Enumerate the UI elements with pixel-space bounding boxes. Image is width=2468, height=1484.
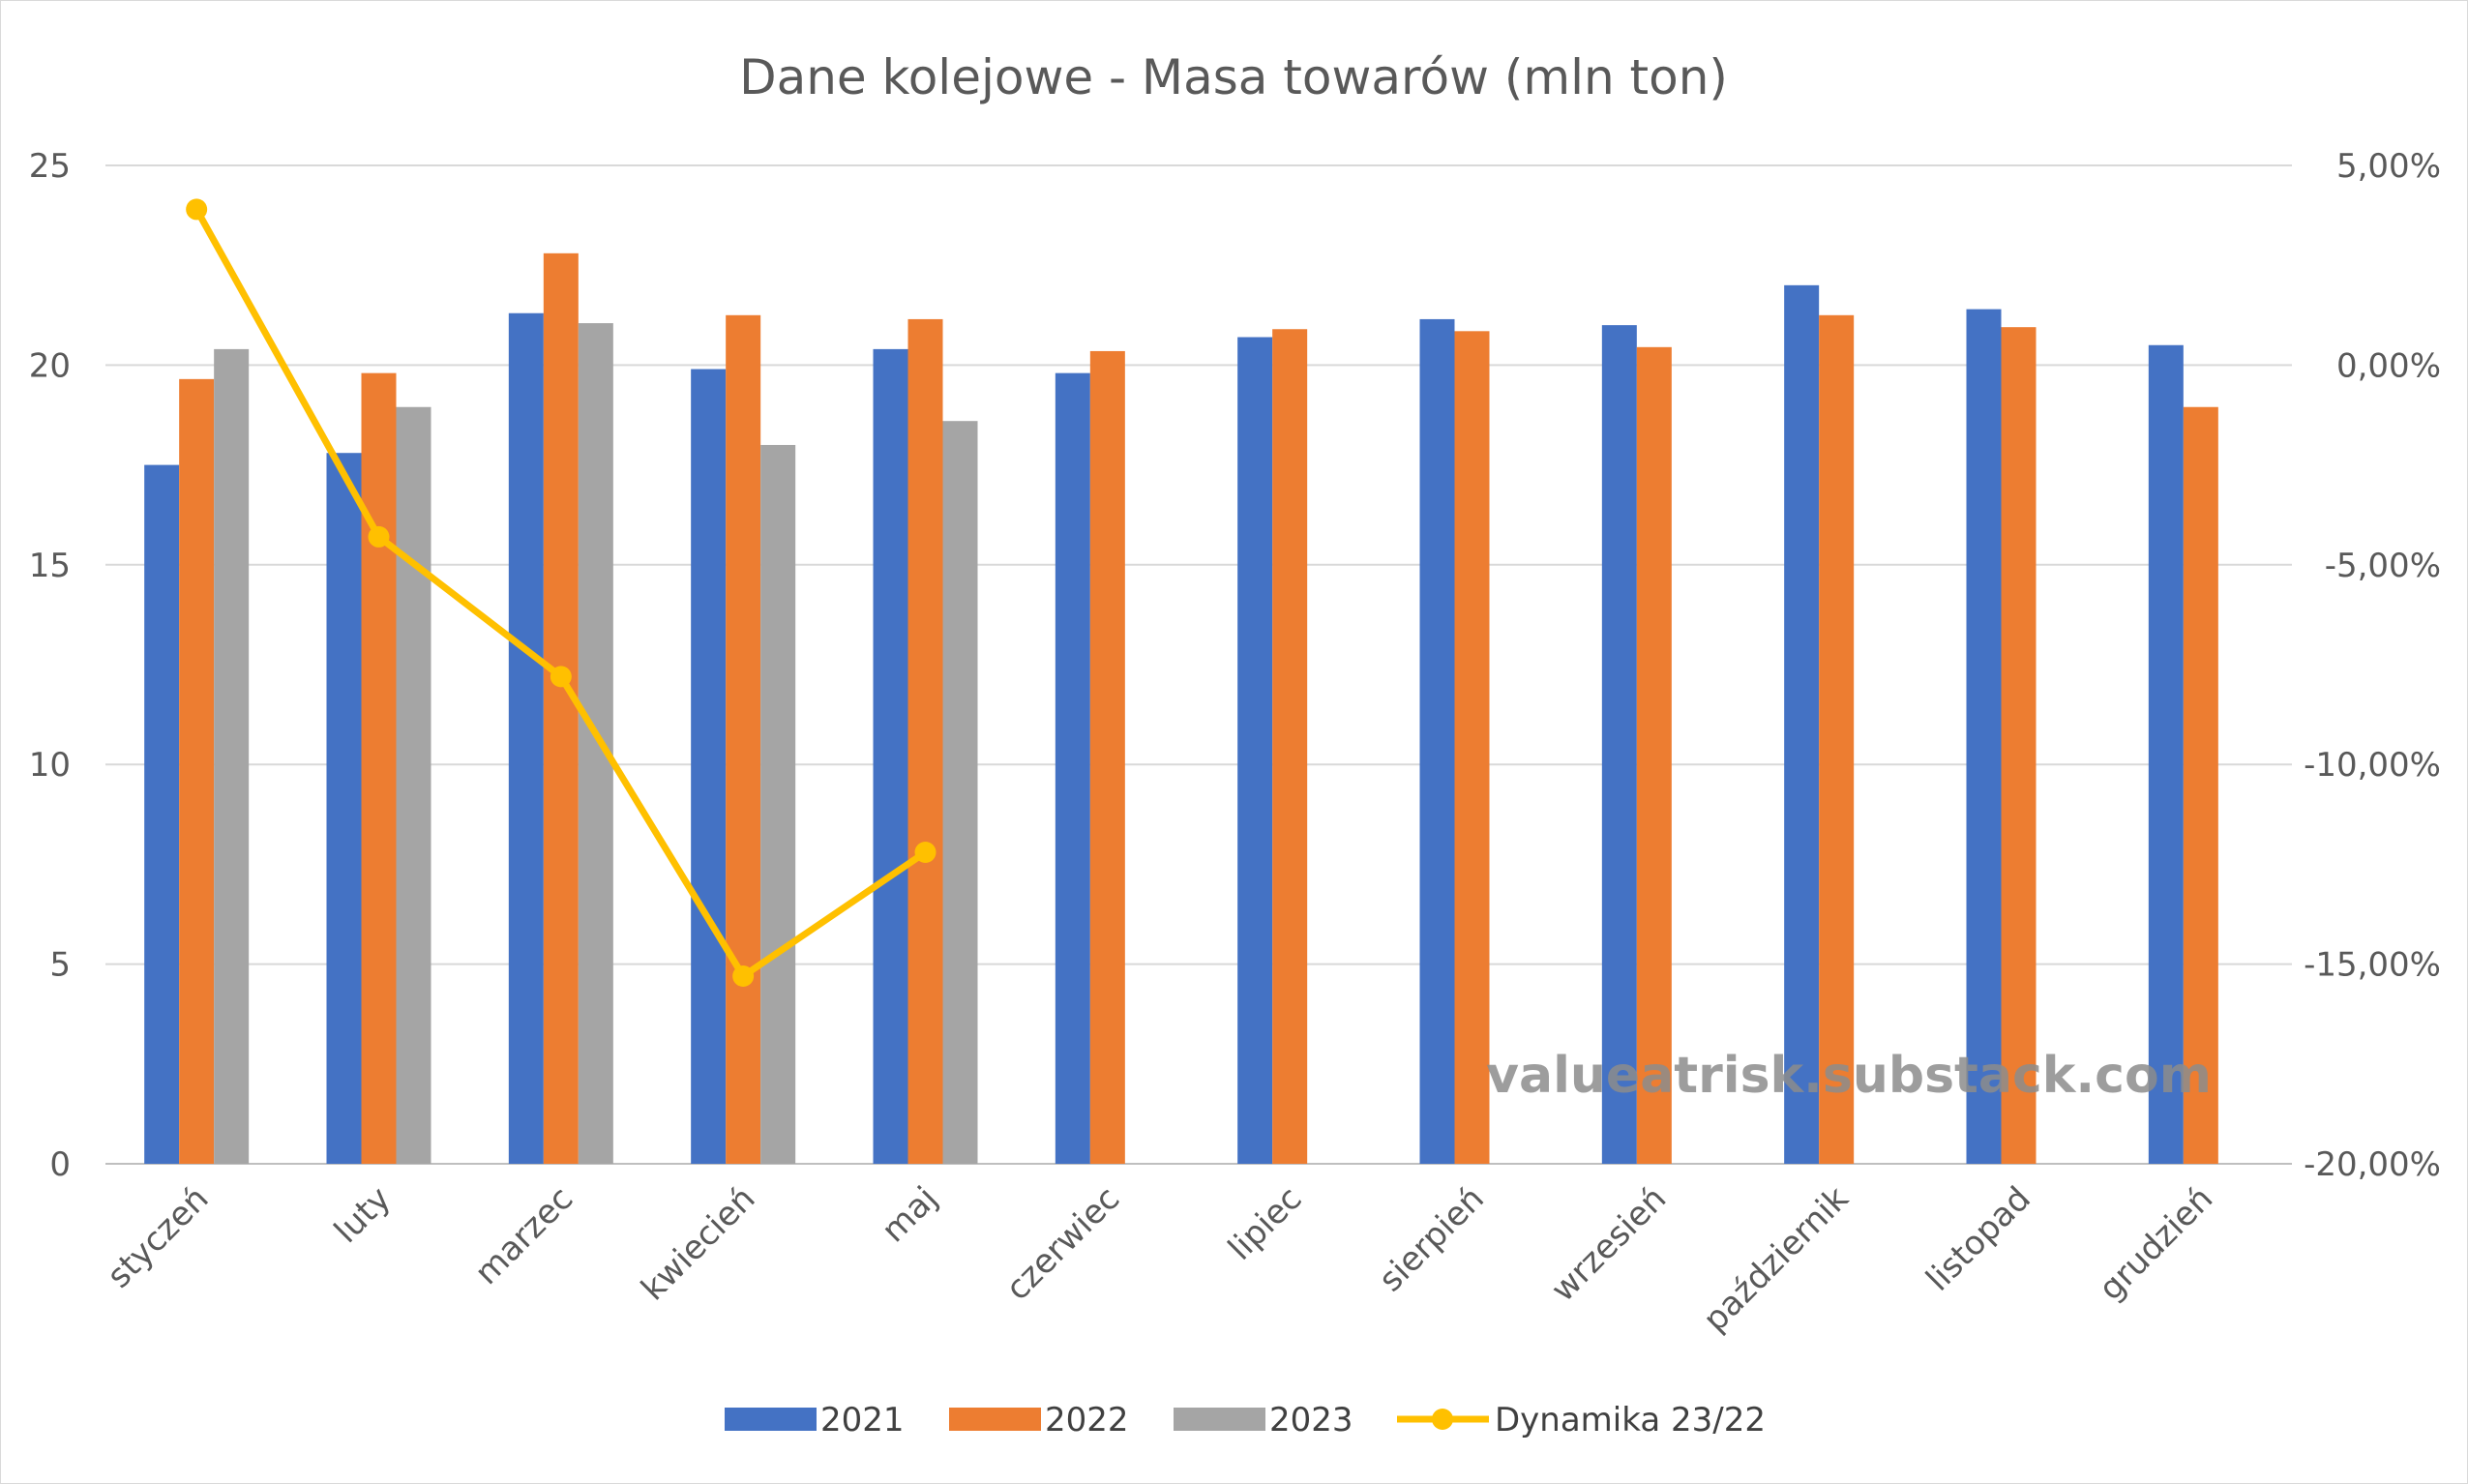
legend-label: Dynamika 23/22 — [1495, 1401, 1766, 1439]
left-tick-label: 10 — [29, 746, 71, 785]
right-tick-label: -20,00% — [2304, 1145, 2441, 1184]
right-tick-label: -10,00% — [2304, 746, 2441, 785]
bars — [144, 252, 2218, 1165]
bar-2021 — [873, 348, 908, 1164]
x-tick-label: lipiec — [1221, 1179, 1310, 1268]
bar-2023 — [396, 406, 431, 1164]
x-tick-label: marzec — [467, 1179, 580, 1292]
left-axis: 0 5 10 15 20 25 — [29, 147, 71, 1184]
left-tick-label: 0 — [49, 1145, 71, 1184]
dynamics-line-series — [186, 198, 937, 987]
x-tick-label: luty — [327, 1179, 399, 1251]
x-axis: styczeń luty marzec kwiecień maj czerwiec lipi… — [100, 1179, 2220, 1340]
left-tick-label: 25 — [29, 147, 71, 186]
right-tick-label: 0,00% — [2336, 346, 2441, 385]
dynamics-point — [368, 525, 390, 548]
bar-2022 — [1089, 350, 1125, 1164]
dynamics-point — [186, 198, 208, 221]
x-tick-label: styczeń — [100, 1179, 216, 1295]
bar-2021 — [2148, 344, 2184, 1164]
legend-swatch — [1174, 1408, 1265, 1431]
bar-2022 — [2183, 406, 2218, 1164]
right-axis: -20,00% -15,00% -10,00% -5,00% 0,00% 5,00% — [2304, 147, 2441, 1184]
bar-2021 — [508, 312, 544, 1165]
bar-2022 — [543, 252, 579, 1164]
legend-item: Dynamika 23/22 — [1397, 1401, 1766, 1439]
bar-2021 — [691, 369, 727, 1164]
gridlines — [105, 164, 2292, 1165]
legend-item: 2023 — [1174, 1401, 1353, 1439]
bar-2021 — [1419, 318, 1455, 1165]
legend-swatch-marker — [1432, 1409, 1453, 1430]
bar-2021 — [1966, 309, 2002, 1164]
legend-label: 2021 — [820, 1401, 905, 1439]
right-tick-label: -5,00% — [2325, 547, 2441, 585]
bar-2022 — [1272, 329, 1308, 1164]
x-tick-label: grudzień — [2092, 1179, 2220, 1308]
right-tick-label: -15,00% — [2304, 946, 2441, 985]
legend: 2021 2022 2023 Dynamika 23/22 — [725, 1401, 1766, 1439]
dynamics-point — [550, 666, 572, 688]
bar-2021 — [326, 453, 362, 1164]
x-tick-label: sierpień — [1372, 1179, 1492, 1299]
left-tick-label: 20 — [29, 346, 71, 385]
bar-2021 — [144, 464, 180, 1165]
bar-2022 — [907, 318, 943, 1165]
bar-2022 — [179, 378, 215, 1164]
legend-swatch — [725, 1408, 817, 1431]
bar-2021 — [1055, 372, 1090, 1164]
dynamics-point — [732, 965, 755, 987]
bar-2022 — [1636, 346, 1672, 1165]
bar-2021 — [1601, 325, 1637, 1164]
bar-2022 — [1819, 314, 1855, 1164]
bar-2022 — [361, 372, 397, 1164]
legend-item: 2022 — [949, 1401, 1129, 1439]
left-tick-label: 5 — [49, 946, 71, 985]
bar-2022 — [1454, 331, 1490, 1164]
watermark: valueatrisk.substack.com — [1486, 1047, 2212, 1105]
x-tick-label: wrzesień — [1544, 1179, 1674, 1309]
legend-swatch — [949, 1408, 1041, 1431]
bar-2023 — [760, 444, 796, 1165]
chart-title: Dane kolejowe - Masa towarów (mln ton) — [739, 49, 1728, 105]
x-tick-label: czerwiec — [998, 1179, 1127, 1308]
x-tick-label: kwiecień — [634, 1179, 762, 1308]
legend-label: 2023 — [1269, 1401, 1353, 1439]
bar-2023 — [578, 323, 613, 1164]
bar-2023 — [942, 421, 978, 1164]
x-tick-label: listopad — [1918, 1179, 2038, 1299]
legend-label: 2022 — [1045, 1401, 1129, 1439]
bar-2021 — [1237, 337, 1273, 1164]
bar-2022 — [2001, 327, 2037, 1165]
right-tick-label: 5,00% — [2336, 147, 2441, 186]
left-tick-label: 15 — [29, 547, 71, 585]
dynamics-point — [914, 842, 937, 864]
bar-2023 — [214, 348, 250, 1164]
x-tick-label: październik — [1696, 1179, 1857, 1340]
legend-item: 2021 — [725, 1401, 905, 1439]
x-tick-label: maj — [875, 1179, 945, 1250]
bar-2022 — [726, 314, 761, 1164]
bar-2021 — [1784, 284, 1820, 1165]
